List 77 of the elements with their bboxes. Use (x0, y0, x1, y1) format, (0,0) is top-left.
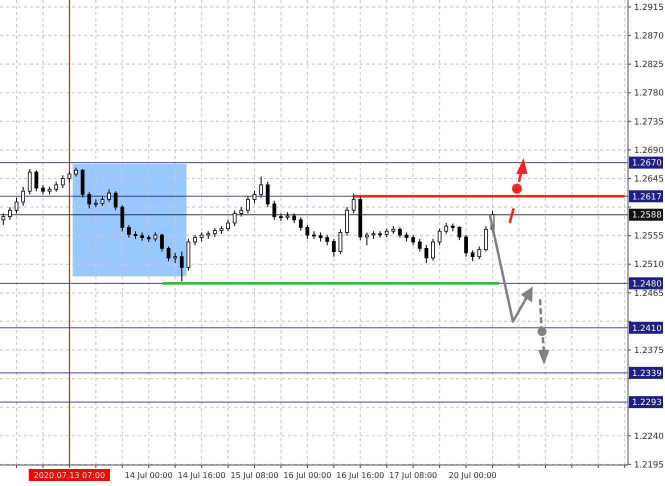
x-tick-label: 2020.07.13 07:00 (34, 471, 106, 480)
candlestick (477, 246, 482, 260)
candlestick (193, 234, 197, 246)
ref-line-label: 1.2293 (632, 398, 662, 408)
candlestick (100, 195, 104, 206)
candlestick (266, 181, 270, 208)
candlestick (252, 190, 256, 204)
candlestick (298, 216, 303, 232)
x-tick-label: 16 Jul 16:00 (336, 471, 384, 480)
candlestick (444, 222, 448, 234)
candlestick (306, 224, 310, 240)
candlestick (484, 226, 488, 252)
candlestick (226, 219, 230, 232)
ref-line-label: 1.2617 (632, 192, 662, 202)
y-tick-label: 1.2870 (634, 32, 664, 42)
candlestick (325, 234, 330, 246)
candlestick (338, 228, 342, 255)
candlestick (352, 193, 356, 214)
candlestick (259, 176, 264, 198)
candlestick (107, 188, 111, 203)
candlestick (332, 238, 336, 258)
y-tick-label: 1.2510 (634, 260, 664, 270)
candlestick (41, 184, 45, 195)
candlestick (114, 190, 118, 211)
y-tick-label: 1.2195 (634, 460, 664, 470)
candlestick (470, 250, 475, 262)
candlestick (398, 226, 402, 238)
y-tick-label: 1.2375 (634, 346, 664, 356)
candlestick (21, 186, 26, 206)
candlestick (127, 224, 131, 238)
candlestick (418, 238, 422, 252)
x-tick-label: 14 Jul 16:00 (178, 471, 226, 480)
y-tick-label: 1.2780 (634, 88, 664, 99)
ref-line-label: 1.2339 (632, 368, 662, 379)
y-tick-label: 1.2690 (634, 146, 664, 156)
y-tick-label: 1.2465 (634, 288, 664, 299)
x-tick-label: 15 Jul 08:00 (230, 471, 278, 480)
candlestick (232, 210, 237, 227)
candlestick (54, 181, 58, 192)
candlestick (431, 238, 435, 261)
y-tick-label: 1.2825 (634, 60, 664, 70)
ref-line-label: 1.2410 (632, 324, 662, 334)
candlestick (180, 251, 184, 282)
candlestick (239, 206, 244, 218)
candlestick (60, 174, 65, 189)
candlestick (464, 234, 468, 258)
y-tick-label: 1.2735 (634, 117, 664, 128)
candlestick (458, 226, 462, 241)
y-tick-label: 1.2915 (634, 2, 664, 13)
candlestick (160, 233, 164, 252)
candlestick (8, 206, 12, 220)
ref-line-label: 1.2480 (632, 279, 662, 290)
y-tick-label: 1.2555 (634, 232, 664, 242)
candlestick (292, 212, 296, 224)
candlestick (438, 228, 442, 246)
candlestick (246, 196, 250, 214)
candlestick (424, 244, 428, 264)
x-tick-label: 16 Jul 00:00 (283, 471, 332, 480)
candlestick (272, 200, 276, 220)
candlestick (87, 191, 92, 209)
x-tick-label: 20 Jul 00:00 (448, 471, 497, 480)
candlestick (28, 168, 32, 195)
candlestick (173, 252, 178, 264)
candlestick (166, 246, 170, 262)
ref-line-label: 1.2670 (632, 158, 662, 169)
x-tick-label: 17 Jul 08:00 (389, 471, 438, 480)
candlestick (345, 206, 349, 236)
x-tick-label: 14 Jul 00:00 (124, 471, 173, 480)
candlestick (364, 232, 369, 246)
y-tick-label: 1.2645 (634, 174, 664, 184)
ref-line-label: 1.2588 (632, 210, 662, 221)
candlestick (68, 171, 72, 182)
candlestick (120, 204, 124, 232)
candlestick (34, 170, 38, 192)
candlestick (14, 197, 18, 214)
candlestick (411, 234, 416, 246)
y-tick-label: 1.2240 (634, 432, 664, 442)
